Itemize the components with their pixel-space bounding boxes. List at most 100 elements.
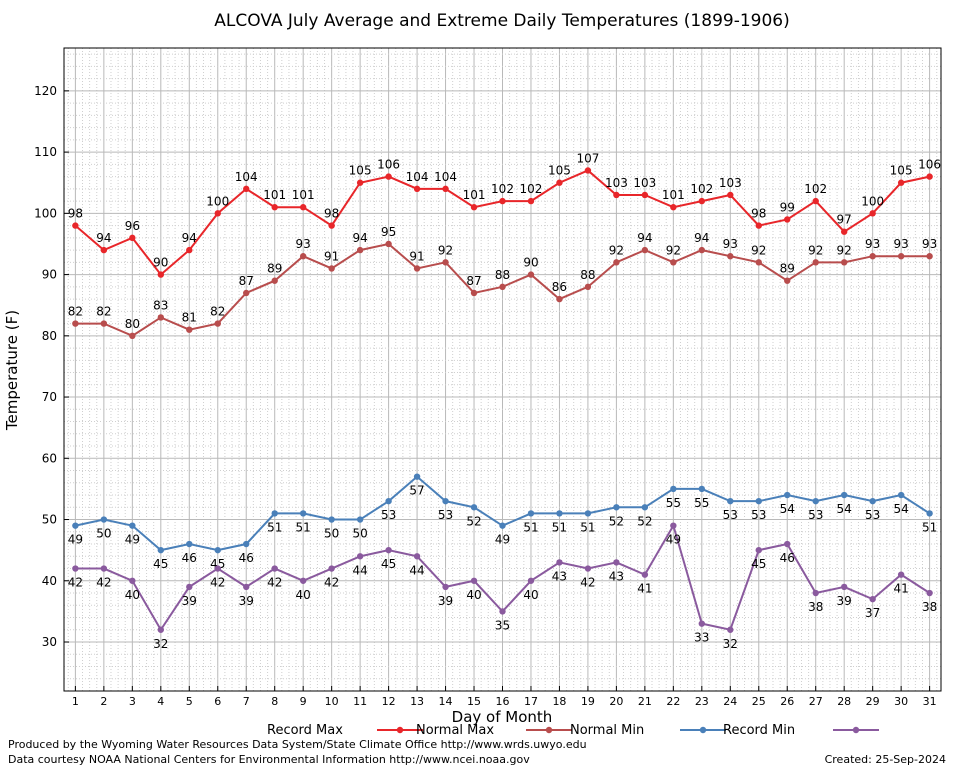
data-point [641,246,649,254]
data-label: 92 [438,243,453,257]
data-label: 105 [890,164,913,178]
data-point [356,553,364,560]
data-point [613,559,620,566]
data-label: 95 [381,225,396,239]
y-tick-label: 50 [42,513,57,527]
chart-title: ALCOVA July Average and Extreme Daily Te… [214,11,789,31]
data-point [641,504,649,511]
data-point [584,283,592,291]
data-label: 94 [694,231,709,245]
data-point [413,553,421,560]
series-record-min: 42 42 40 32 39 42 39 42 40 42 44 45 44 39 40 35 40 43 42 43… [68,522,937,651]
data-label: 89 [780,262,795,276]
x-tick-label: 2 [100,695,107,708]
x-tick-label: 18 [552,695,566,708]
data-point [727,497,734,505]
data-point [356,179,364,186]
legend-marker [396,726,404,734]
data-point [670,259,677,266]
data-point [613,504,620,511]
data-point [727,253,734,260]
data-point [157,626,165,633]
data-point [72,522,79,529]
data-point [129,522,136,529]
data-point [527,577,535,584]
x-tick-label: 20 [609,695,623,708]
data-point [755,259,762,266]
data-point [556,559,563,566]
data-point [157,271,165,278]
data-point [499,283,506,291]
data-point [328,565,335,572]
data-point [897,253,905,260]
data-label: 42 [324,576,339,590]
data-label: 51 [296,520,311,534]
data-point [72,320,79,327]
data-label: 104 [235,170,258,184]
series-group: 98 94 96 90 94 100 104 101 101 98 105 106 104 104 101 1… [68,151,941,650]
data-label: 57 [409,484,424,498]
data-point [157,314,165,321]
data-label: 41 [893,582,908,596]
data-point [784,277,791,284]
data-label: 53 [808,508,823,522]
data-point [556,510,563,517]
data-point [869,595,876,603]
legend-marker [545,726,553,734]
data-label: 105 [548,164,571,178]
data-point [385,240,392,248]
data-label: 90 [523,256,538,270]
y-tick-label: 90 [42,268,57,282]
data-label: 104 [434,170,457,184]
data-label: 104 [406,170,429,184]
data-label: 38 [922,600,937,614]
data-label: 46 [239,551,254,565]
data-label: 87 [466,274,481,288]
x-tick-label: 24 [723,695,737,708]
data-label: 39 [182,594,197,608]
data-point [869,253,876,260]
data-label: 87 [239,274,254,288]
data-point [869,210,876,217]
y-tick-label: 30 [42,635,57,649]
data-label: 40 [296,588,311,602]
data-label: 98 [68,207,83,221]
data-point [129,332,136,340]
data-label: 55 [694,496,709,510]
data-label: 45 [153,557,168,571]
data-point [214,320,221,327]
grid-lines [64,48,941,692]
data-label: 54 [780,502,795,516]
data-point [385,497,392,505]
legend-label: Record Max [267,723,343,738]
data-label: 92 [609,243,624,257]
x-tick-label: 13 [410,695,424,708]
data-label: 51 [523,520,538,534]
data-point [271,510,278,517]
data-label: 103 [633,176,656,190]
x-axis-label: Day of Month [452,708,553,726]
data-label: 86 [552,280,567,294]
series-normal-min: 49 50 49 45 46 45 46 51 51 50 50 53 57 53 52 49 51 51 51 52… [68,473,937,571]
data-point [727,626,734,633]
x-tick-label: 27 [809,695,823,708]
data-label: 45 [751,557,766,571]
data-point [584,167,592,174]
data-point [214,565,221,572]
data-label: 93 [723,237,738,251]
x-tick-label: 30 [894,695,908,708]
y-tick-label: 120 [34,84,57,98]
data-point [499,608,506,615]
data-label: 101 [662,188,685,202]
data-label: 102 [690,182,713,196]
data-label: 90 [153,256,168,270]
data-point [157,546,165,554]
data-point [613,191,620,199]
data-label: 94 [96,231,111,245]
data-label: 43 [552,569,567,583]
data-point [356,246,364,254]
data-label: 82 [68,305,83,319]
data-label: 96 [125,219,140,233]
data-label: 40 [523,588,538,602]
x-tick-label: 6 [214,695,221,708]
